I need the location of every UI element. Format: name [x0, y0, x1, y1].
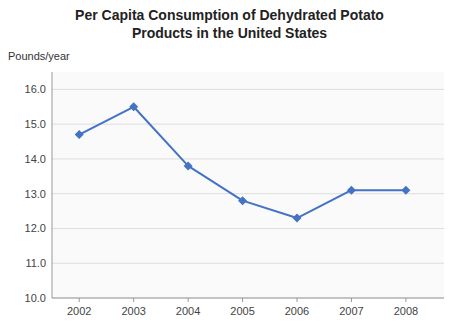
title-line: Products in the United States — [132, 25, 327, 41]
x-tick — [188, 298, 189, 302]
x-tick-label: 2003 — [121, 305, 145, 317]
chart: Per Capita Consumption of Dehydrated Pot… — [0, 0, 459, 333]
plot-area — [52, 72, 444, 298]
y-tick-label: 15.0 — [25, 118, 46, 130]
x-tick-label: 2007 — [339, 305, 363, 317]
x-tick — [79, 298, 80, 302]
marker — [184, 161, 193, 170]
grid-line — [52, 298, 444, 299]
x-tick-label: 2005 — [230, 305, 254, 317]
grid-line — [52, 228, 444, 229]
grid-line — [52, 124, 444, 125]
series — [75, 102, 411, 222]
x-tick — [242, 298, 243, 302]
x-axis — [52, 298, 444, 299]
grid-line — [52, 193, 444, 194]
y-tick-label: 12.0 — [25, 222, 46, 234]
title-line: Per Capita Consumption of Dehydrated Pot… — [75, 7, 384, 23]
y-axis — [52, 72, 53, 298]
marker — [401, 186, 410, 195]
x-tick-label: 2006 — [285, 305, 309, 317]
marker — [129, 102, 138, 111]
x-tick — [351, 298, 352, 302]
y-tick-label: 10.0 — [25, 292, 46, 304]
y-tick-label: 16.0 — [25, 83, 46, 95]
x-tick — [405, 298, 406, 302]
title: Per Capita Consumption of Dehydrated Pot… — [75, 7, 384, 41]
y-tick-label: 14.0 — [25, 153, 46, 165]
y-label: Pounds/year — [8, 50, 70, 62]
y-tick-label: 11.0 — [25, 257, 46, 269]
x-tick — [133, 298, 134, 302]
x-tick-label: 2002 — [67, 305, 91, 317]
marker — [293, 214, 302, 223]
marker — [347, 186, 356, 195]
grid-line — [52, 89, 444, 90]
grid-line — [52, 263, 444, 264]
grid-line — [52, 158, 444, 159]
marker — [75, 130, 84, 139]
marker — [238, 196, 247, 205]
x-tick-label: 2004 — [176, 305, 200, 317]
line — [79, 107, 406, 218]
x-tick — [297, 298, 298, 302]
x-tick-label: 2008 — [394, 305, 418, 317]
y-tick-label: 13.0 — [25, 188, 46, 200]
